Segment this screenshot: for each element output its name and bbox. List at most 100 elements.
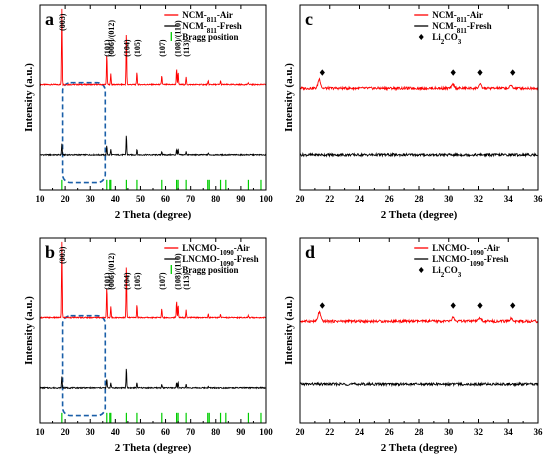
legend-label-part: 1090 — [220, 249, 235, 257]
peak-label: (108)/(110) — [173, 20, 182, 57]
peak-label: (003) — [58, 13, 67, 31]
peak-label: (101) — [103, 39, 112, 57]
x-tick-label: 100 — [259, 194, 273, 204]
x-tick-label: 30 — [444, 194, 454, 204]
x-tick-label: 36 — [534, 194, 544, 204]
legend-label-part: LNCMO- — [432, 243, 470, 253]
peak-label: (107) — [158, 272, 167, 290]
legend-label: LNCMO-1090-Fresh — [182, 254, 258, 268]
legend-label-part: 3 — [458, 38, 462, 46]
peak-label: (113) — [182, 273, 191, 290]
peak-label: (107) — [158, 39, 167, 57]
legend-label-part: 3 — [458, 271, 462, 279]
peak-label: (104) — [122, 272, 131, 290]
x-tick-label: 40 — [111, 194, 121, 204]
x-tick-label: 32 — [474, 194, 484, 204]
series-line — [39, 241, 267, 320]
li2co3-marker — [510, 69, 516, 76]
series-line — [299, 310, 539, 325]
peak-label: (108)/(110) — [173, 253, 182, 290]
x-tick-label: 90 — [236, 427, 246, 437]
peak-label: (006)/(012) — [107, 253, 116, 290]
x-tick-label: 100 — [259, 427, 273, 437]
legend-label-part: 811 — [207, 16, 218, 24]
panel-letter: b — [45, 242, 55, 262]
legend-label-part: -Fresh — [467, 21, 492, 31]
legend-label-part: CO — [444, 32, 458, 42]
x-tick-label: 10 — [36, 194, 46, 204]
li2co3-marker — [477, 302, 483, 309]
x-tick-label: 20 — [296, 427, 306, 437]
legend-label-part: -Air — [484, 243, 500, 253]
legend-label: NCM-811-Fresh — [182, 21, 241, 35]
x-tick-label: 28 — [415, 427, 425, 437]
legend-label-part: 811 — [457, 16, 468, 24]
x-axis-title: 2 Theta (degree) — [381, 442, 458, 454]
legend-label: NCM-811-Fresh — [432, 21, 491, 35]
legend-label-part: NCM- — [432, 21, 457, 31]
x-tick-label: 20 — [61, 194, 71, 204]
y-axis-title: Intensity (a.u.) — [23, 296, 35, 365]
legend-label-part: Li — [432, 265, 441, 275]
legend-label: LNCMO-1090-Air — [182, 243, 250, 257]
x-tick-label: 30 — [444, 427, 454, 437]
legend-swatch — [418, 267, 424, 273]
li2co3-marker — [510, 302, 516, 309]
series-line — [299, 381, 539, 388]
legend-label-part: Bragg position — [182, 265, 238, 275]
x-tick-label: 50 — [136, 427, 146, 437]
legend-label-part: -Air — [217, 10, 233, 20]
legend-label-part: Bragg position — [182, 32, 238, 42]
x-tick-label: 10 — [36, 427, 46, 437]
legend-label-part: 1090 — [220, 260, 235, 268]
li2co3-marker — [450, 69, 456, 76]
x-axis-title: 2 Theta (degree) — [381, 209, 458, 221]
legend-label: Bragg position — [182, 32, 238, 42]
x-tick-label: 26 — [385, 194, 395, 204]
x-axis-title: 2 Theta (degree) — [115, 209, 192, 221]
x-tick-label: 60 — [161, 427, 171, 437]
legend-label: NCM-811-Air — [182, 10, 233, 24]
x-tick-label: 34 — [504, 194, 514, 204]
x-tick-label: 70 — [186, 194, 196, 204]
x-tick-label: 24 — [355, 427, 365, 437]
x-tick-label: 90 — [236, 194, 246, 204]
y-axis-title: Intensity (a.u.) — [23, 63, 35, 132]
legend-label: Li2CO3 — [432, 265, 462, 279]
legend-label: Li2CO3 — [432, 32, 462, 46]
x-tick-label: 26 — [385, 427, 395, 437]
legend-label-part: CO — [444, 265, 458, 275]
legend-label-part: -Fresh — [234, 254, 259, 264]
x-tick-label: 36 — [534, 427, 544, 437]
legend-label: NCM-811-Air — [432, 10, 483, 24]
legend-label-part: 811 — [207, 27, 218, 35]
x-tick-label: 22 — [325, 427, 335, 437]
peak-label: (003) — [58, 246, 67, 264]
x-tick-label: 20 — [296, 194, 306, 204]
x-tick-label: 24 — [355, 194, 365, 204]
peak-label: (105) — [133, 39, 142, 57]
x-tick-label: 34 — [504, 427, 514, 437]
legend-label-part: NCM- — [182, 10, 207, 20]
x-tick-label: 28 — [415, 194, 425, 204]
peak-label: (104) — [122, 39, 131, 57]
highlight-box — [61, 314, 107, 417]
legend-label: LNCMO-1090-Fresh — [432, 254, 508, 268]
panel-letter: c — [305, 9, 313, 29]
x-tick-label: 22 — [325, 194, 335, 204]
x-tick-label: 60 — [161, 194, 171, 204]
legend-label-part: 2 — [441, 38, 445, 46]
x-tick-label: 30 — [86, 427, 96, 437]
axes-frame — [299, 237, 539, 424]
panel-c: 20 22 24 26 28 30 32 34 362 Theta (degree)Intens… — [283, 4, 544, 221]
x-tick-label: 80 — [211, 427, 221, 437]
panel-letter: a — [45, 9, 54, 29]
legend-label-part: -Air — [234, 243, 250, 253]
legend-label-part: Li — [432, 32, 441, 42]
y-axis-title: Intensity (a.u.) — [283, 296, 295, 365]
x-tick-label: 30 — [86, 194, 96, 204]
series-line — [39, 8, 267, 87]
peak-label: (113) — [182, 40, 191, 57]
peak-label: (006)/(012) — [107, 20, 116, 57]
